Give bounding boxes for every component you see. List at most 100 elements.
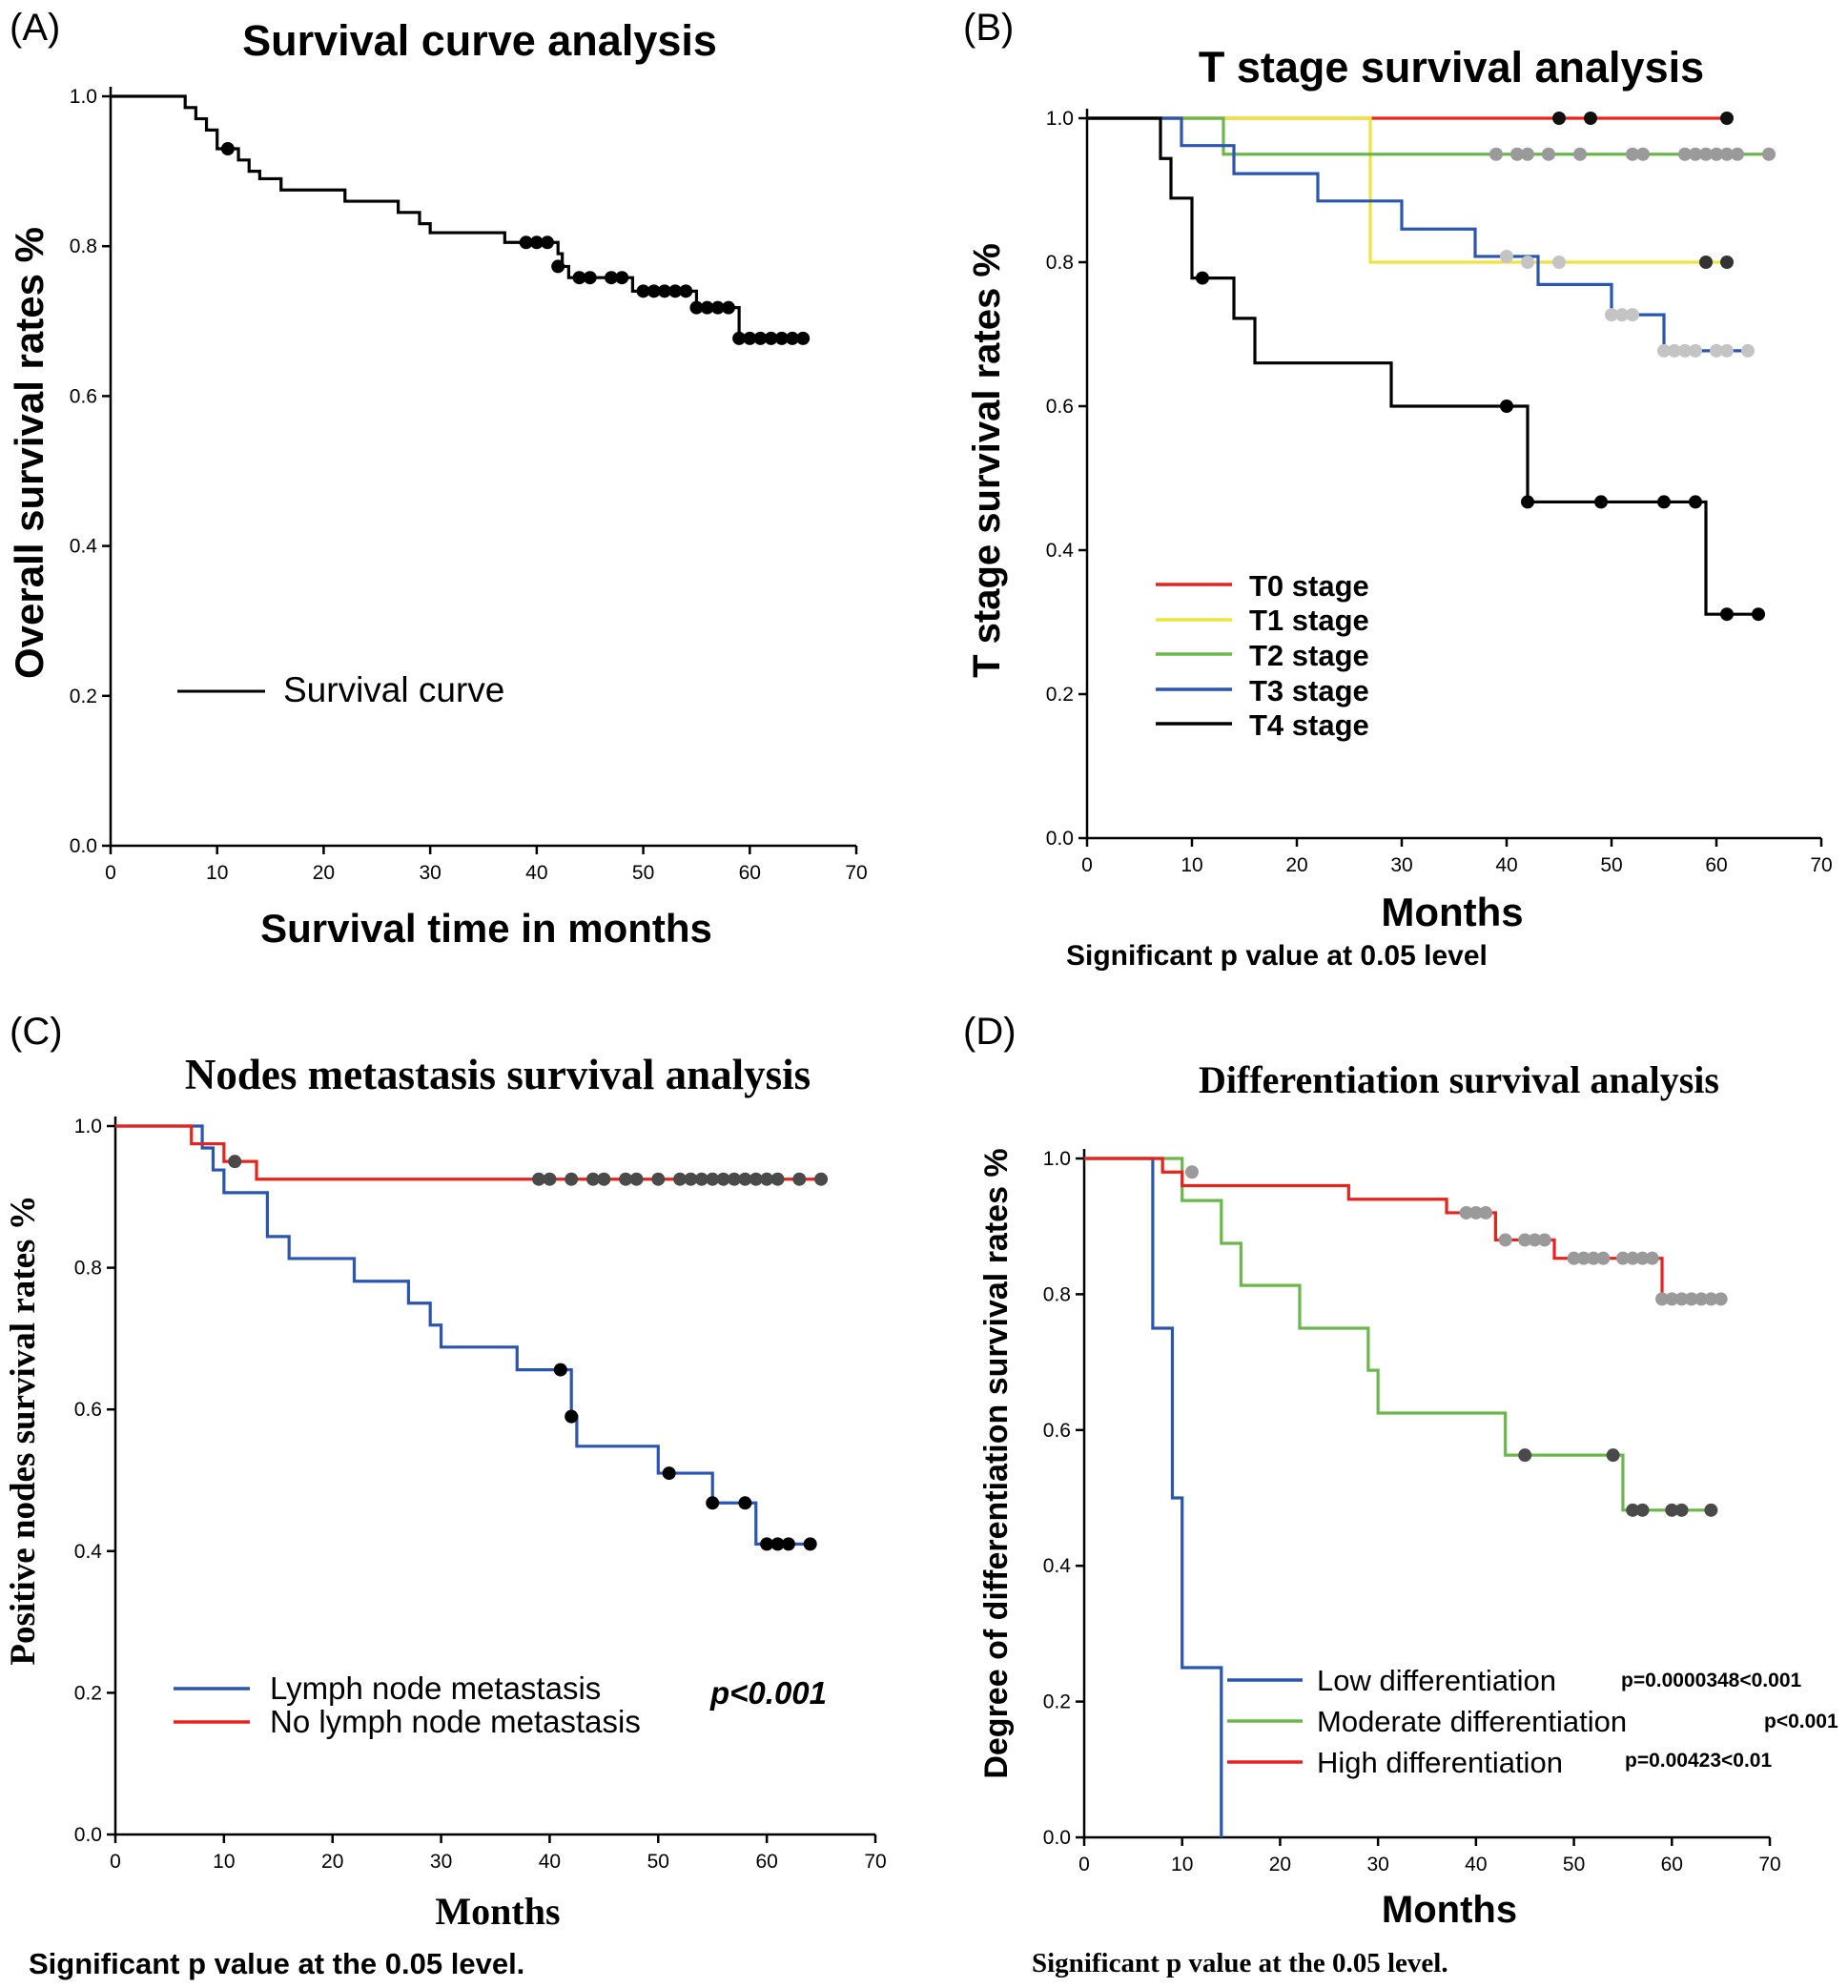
panel-d-title: Differentiation survival analysis xyxy=(1199,1058,1719,1101)
panel-c-censor-mark-lymph-node-metastasis xyxy=(738,1496,752,1510)
panel-d-censor-mark-moderate-differentiation xyxy=(1665,1503,1679,1517)
panel-b-y-tick-label: 1.0 xyxy=(1046,108,1074,130)
panel-b-censor-mark-t2-stage xyxy=(1542,147,1555,161)
panel-d-x-axis-label: Months xyxy=(1382,1889,1517,1931)
panel-d-y-tick-label: 0.8 xyxy=(1043,1283,1071,1305)
panel-d-censor-mark-high-differentiation xyxy=(1694,1292,1709,1306)
panel-b-censor-mark-t0-stage xyxy=(1552,112,1566,125)
panel-c-significance-note: Significant p value at the 0.05 level. xyxy=(29,1947,524,1980)
panel-b-censor-mark-t4-stage xyxy=(1521,495,1534,509)
panel-a-y-tick-label: 0.2 xyxy=(70,686,97,707)
panel-b-x-tick-label: 60 xyxy=(1705,854,1727,876)
panel-d-significance-note: Significant p value at the 0.05 level. xyxy=(1032,1948,1448,1978)
panel-d-x-tick-label: 70 xyxy=(1758,1854,1780,1875)
panel-d-series-high-differentiation xyxy=(1084,1157,1721,1301)
panel-c-censor-mark-no-lymph-node-metastasis xyxy=(814,1172,829,1186)
panel-a-censor-mark-survival-curve xyxy=(710,300,725,315)
panel-d-series-low-differentiation xyxy=(1084,1157,1223,1837)
panel-b: (B) T stage survival analysis T stage su… xyxy=(963,7,1833,972)
panel-a-censor-mark-survival-curve xyxy=(689,300,704,315)
panel-c-censor-mark-no-lymph-node-metastasis xyxy=(543,1172,557,1186)
panel-b-censor-mark-t3-stage xyxy=(1668,343,1681,358)
panel-c-censor-mark-lymph-node-metastasis xyxy=(770,1537,785,1551)
panel-b-censor-mark-t2-stage xyxy=(1573,147,1587,161)
panel-c-censor-mark-no-lymph-node-metastasis xyxy=(228,1155,242,1169)
panel-a-y-axis-label: Overall survival rates % xyxy=(7,227,51,679)
panel-d-censor-mark-high-differentiation xyxy=(1655,1292,1670,1306)
panel-c-censor-mark-no-lymph-node-metastasis xyxy=(565,1172,579,1186)
panel-b-censor-mark-t2-stage xyxy=(1678,147,1692,161)
panel-d-x-tick-label: 40 xyxy=(1465,1854,1487,1875)
panel-d-censor-mark-high-differentiation xyxy=(1184,1165,1199,1179)
panel-c-y-tick-label: 0.0 xyxy=(74,1824,102,1846)
panel-b-x-tick-label: 70 xyxy=(1810,854,1832,876)
panel-d-x-tick-label: 60 xyxy=(1661,1854,1683,1875)
panel-b-censor-mark-t2-stage xyxy=(1510,147,1524,161)
panel-d-censor-mark-high-differentiation xyxy=(1528,1233,1542,1247)
panel-c-y-tick-label: 0.2 xyxy=(74,1682,102,1704)
panel-a-x-tick-label: 50 xyxy=(632,862,654,884)
panel-b-censor-mark-t2-stage xyxy=(1731,147,1744,161)
panel-b-x-tick-label: 30 xyxy=(1390,854,1412,876)
panel-a-x-axis-label: Survival time in months xyxy=(260,906,712,951)
panel-b-x-axis-label: Months xyxy=(1381,890,1523,934)
panel-b-censor-mark-t2-stage xyxy=(1626,147,1639,161)
panel-c-y-tick-label: 0.8 xyxy=(74,1258,102,1280)
panel-c-censor-mark-no-lymph-node-metastasis xyxy=(684,1172,698,1186)
panel-d-censor-mark-high-differentiation xyxy=(1626,1251,1640,1265)
panel-c-x-tick-label: 20 xyxy=(321,1851,343,1873)
panel-c-x-tick-label: 60 xyxy=(755,1851,777,1873)
panel-a: (A) Survival curve analysis Overall surv… xyxy=(7,7,868,951)
panel-c-x-axis-label: Months xyxy=(435,1890,560,1933)
panel-a-x-tick-label: 20 xyxy=(313,862,335,884)
panel-d-x-tick-label: 30 xyxy=(1366,1854,1388,1875)
panel-c-censor-mark-lymph-node-metastasis xyxy=(565,1409,579,1424)
panel-a-censor-mark-survival-curve xyxy=(785,331,799,345)
panel-d-censor-mark-moderate-differentiation xyxy=(1518,1448,1532,1463)
panel-d-censor-mark-high-differentiation xyxy=(1714,1292,1728,1306)
panel-d-censor-mark-moderate-differentiation xyxy=(1674,1503,1689,1517)
panel-c: (C) Nodes metastasis survival analysis P… xyxy=(4,1011,887,1980)
panel-b-censor-mark-t2-stage xyxy=(1699,147,1713,161)
panel-c-y-tick-label: 0.4 xyxy=(74,1541,103,1563)
panel-b-x-tick-label: 10 xyxy=(1181,854,1202,876)
panel-d-y-tick-label: 0.2 xyxy=(1043,1691,1071,1713)
panel-b-censor-mark-t0-stage xyxy=(1584,112,1597,125)
panel-a-x-tick-label: 70 xyxy=(845,862,867,884)
panel-a-label: (A) xyxy=(10,7,60,49)
panel-a-censor-mark-survival-curve xyxy=(220,142,235,156)
panel-b-censor-mark-t0-stage xyxy=(1720,112,1734,125)
panel-a-censor-mark-survival-curve xyxy=(605,271,619,285)
panel-d-censor-mark-moderate-differentiation xyxy=(1606,1448,1620,1463)
panel-d-label: (D) xyxy=(963,1011,1016,1053)
panel-b-y-tick-label: 0.6 xyxy=(1046,396,1074,418)
panel-c-x-tick-label: 30 xyxy=(430,1851,452,1873)
panel-b-legend-label-t3: T3 stage xyxy=(1249,674,1369,707)
panel-b-x-tick-label: 40 xyxy=(1495,854,1517,876)
panel-b-censor-mark-t3-stage xyxy=(1552,256,1566,269)
panel-d-censor-mark-high-differentiation xyxy=(1518,1233,1532,1247)
panel-c-x-tick-label: 70 xyxy=(864,1851,886,1873)
panel-b-censor-mark-t3-stage xyxy=(1521,256,1534,269)
panel-a-censor-mark-survival-curve xyxy=(732,331,747,345)
panel-d-legend-label-low: Low differentiation xyxy=(1317,1664,1556,1697)
panel-d-x-tick-label: 10 xyxy=(1171,1854,1193,1875)
panel-c-title: Nodes metastasis survival analysis xyxy=(185,1051,811,1098)
panel-d-censor-mark-high-differentiation xyxy=(1587,1251,1601,1265)
panel-b-y-tick-label: 0.2 xyxy=(1046,684,1074,706)
panel-b-legend-label-t0: T0 stage xyxy=(1249,569,1369,603)
panel-c-note-text: Significant p value at the 0.05 level. xyxy=(29,1947,524,1980)
panel-c-censor-mark-no-lymph-node-metastasis xyxy=(597,1172,611,1186)
panel-c-censor-mark-no-lymph-node-metastasis xyxy=(532,1172,546,1186)
panel-a-censor-mark-survival-curve xyxy=(529,236,544,250)
panel-a-censor-mark-survival-curve xyxy=(743,331,757,345)
panel-b-censor-mark-t4-stage xyxy=(1196,271,1209,285)
panel-b-y-axis-label: T stage survival rates % xyxy=(966,243,1008,678)
panel-b-censor-mark-t3-stage xyxy=(1615,308,1629,322)
panel-a-censor-mark-survival-curve xyxy=(657,284,671,298)
panel-b-y-tick-label: 0.0 xyxy=(1046,828,1074,850)
panel-d-y-tick-label: 0.0 xyxy=(1043,1827,1071,1849)
panel-a-censor-mark-survival-curve xyxy=(764,331,778,345)
panel-d-censor-mark-high-differentiation xyxy=(1537,1233,1551,1247)
